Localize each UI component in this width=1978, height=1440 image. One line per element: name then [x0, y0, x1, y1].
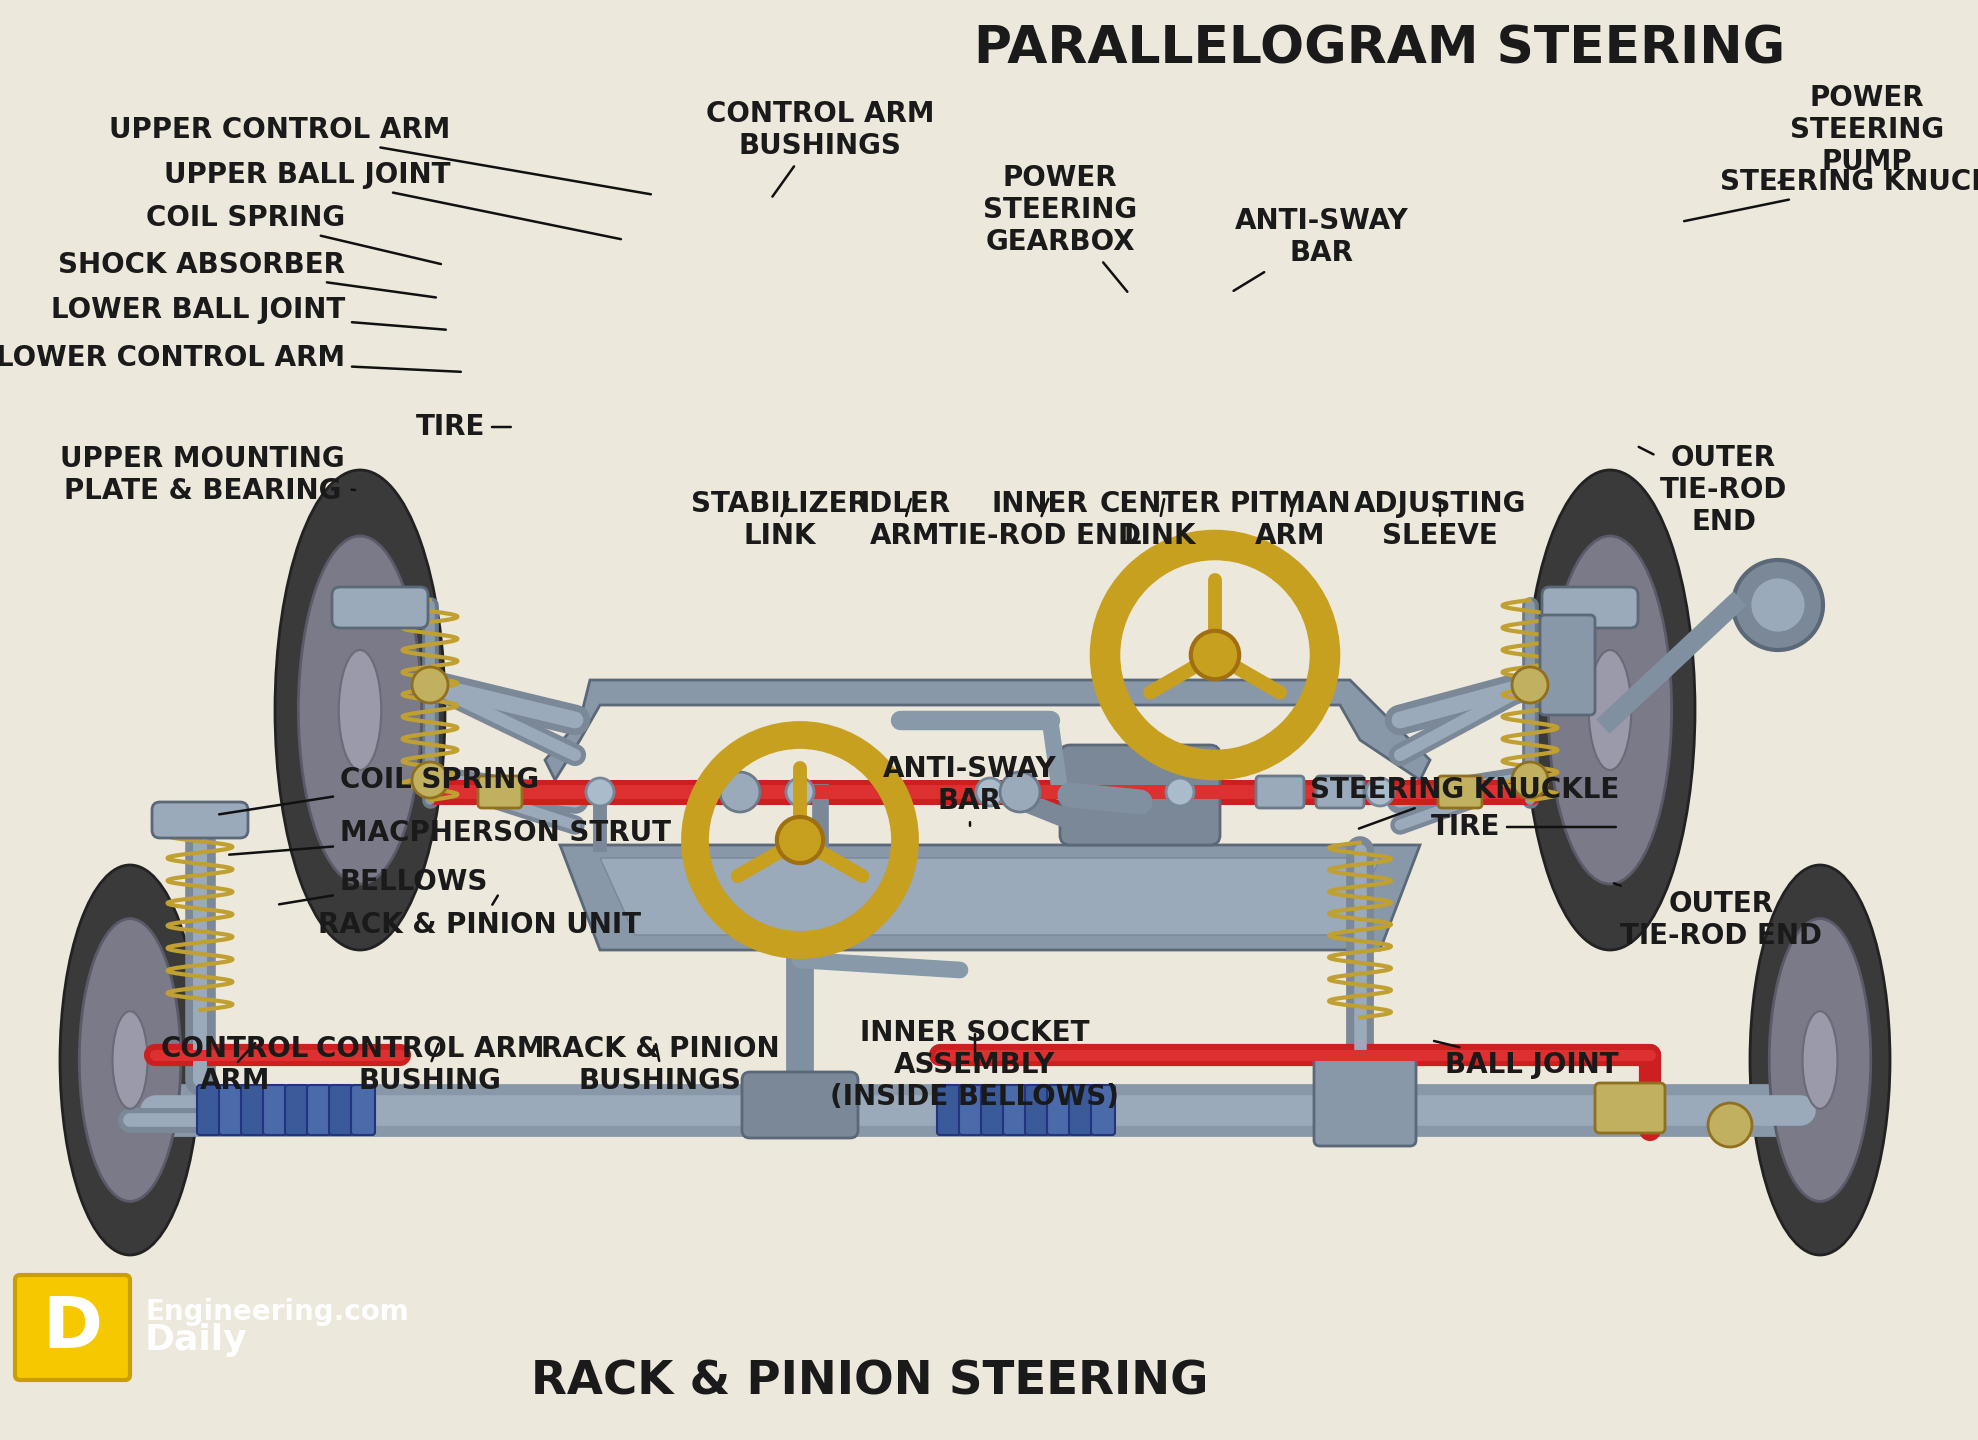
- Text: PITMAN
ARM: PITMAN ARM: [1228, 490, 1351, 550]
- Ellipse shape: [113, 1011, 148, 1109]
- FancyBboxPatch shape: [1315, 776, 1365, 808]
- FancyBboxPatch shape: [1092, 1084, 1116, 1135]
- Text: LOWER BALL JOINT: LOWER BALL JOINT: [51, 297, 445, 330]
- Circle shape: [1511, 762, 1549, 798]
- Text: COIL SPRING: COIL SPRING: [146, 204, 441, 264]
- Text: ADJUSTING
SLEEVE: ADJUSTING SLEEVE: [1353, 490, 1527, 550]
- Text: Engineering.com: Engineering.com: [144, 1297, 409, 1326]
- Circle shape: [1367, 778, 1394, 806]
- Text: CONTROL ARM
BUSHINGS: CONTROL ARM BUSHINGS: [706, 99, 934, 197]
- FancyBboxPatch shape: [1025, 1084, 1048, 1135]
- Circle shape: [1165, 778, 1195, 806]
- Text: CENTER
LINK: CENTER LINK: [1100, 490, 1220, 550]
- Text: CONTROL
ARM: CONTROL ARM: [160, 1035, 309, 1096]
- FancyBboxPatch shape: [1313, 1054, 1416, 1146]
- Text: POWER
STEERING
GEARBOX: POWER STEERING GEARBOX: [983, 164, 1137, 292]
- FancyBboxPatch shape: [1046, 1084, 1070, 1135]
- Text: Daily: Daily: [144, 1323, 247, 1356]
- Ellipse shape: [1549, 536, 1671, 884]
- Text: LOWER CONTROL ARM: LOWER CONTROL ARM: [0, 344, 461, 372]
- FancyBboxPatch shape: [220, 1084, 243, 1135]
- Text: D: D: [42, 1293, 103, 1362]
- Circle shape: [1001, 772, 1040, 812]
- Ellipse shape: [1768, 919, 1871, 1201]
- FancyBboxPatch shape: [241, 1084, 265, 1135]
- Text: ANTI-SWAY
BAR: ANTI-SWAY BAR: [1234, 207, 1408, 291]
- Circle shape: [975, 778, 1005, 806]
- Text: STEERING KNUCKLE: STEERING KNUCKLE: [1683, 168, 1978, 222]
- Ellipse shape: [299, 536, 421, 884]
- Ellipse shape: [79, 919, 180, 1201]
- FancyBboxPatch shape: [981, 1084, 1005, 1135]
- Polygon shape: [599, 858, 1381, 935]
- Circle shape: [1511, 667, 1549, 703]
- Circle shape: [585, 778, 613, 806]
- Text: STABILIZER
LINK: STABILIZER LINK: [690, 490, 868, 550]
- Text: IDLER
ARM: IDLER ARM: [858, 490, 951, 550]
- FancyBboxPatch shape: [198, 1084, 222, 1135]
- Ellipse shape: [338, 649, 382, 770]
- Text: ANTI-SWAY
BAR: ANTI-SWAY BAR: [882, 755, 1056, 825]
- Text: COIL SPRING: COIL SPRING: [220, 766, 540, 815]
- Circle shape: [1191, 631, 1238, 680]
- Text: INNER
TIE-ROD END: INNER TIE-ROD END: [940, 490, 1141, 550]
- Text: CONTROL ARM
BUSHING: CONTROL ARM BUSHING: [316, 1035, 544, 1096]
- FancyBboxPatch shape: [1543, 588, 1638, 628]
- Ellipse shape: [275, 469, 445, 950]
- Circle shape: [1707, 1103, 1753, 1148]
- Text: RACK & PINION
BUSHINGS: RACK & PINION BUSHINGS: [540, 1035, 779, 1096]
- Polygon shape: [546, 680, 1430, 780]
- FancyBboxPatch shape: [16, 1274, 131, 1380]
- Text: RACK & PINION UNIT: RACK & PINION UNIT: [318, 896, 641, 939]
- FancyBboxPatch shape: [285, 1084, 309, 1135]
- FancyBboxPatch shape: [152, 802, 247, 838]
- Text: UPPER CONTROL ARM: UPPER CONTROL ARM: [109, 117, 651, 194]
- Text: STEERING KNUCKLE: STEERING KNUCKLE: [1309, 776, 1620, 828]
- Text: PARALLELOGRAM STEERING: PARALLELOGRAM STEERING: [975, 24, 1786, 75]
- Text: UPPER MOUNTING
PLATE & BEARING: UPPER MOUNTING PLATE & BEARING: [59, 445, 354, 505]
- Text: BELLOWS: BELLOWS: [279, 868, 489, 904]
- Text: SHOCK ABSORBER: SHOCK ABSORBER: [57, 251, 435, 298]
- Text: INNER SOCKET
ASSEMBLY
(INSIDE BELLOWS): INNER SOCKET ASSEMBLY (INSIDE BELLOWS): [831, 1018, 1120, 1112]
- Ellipse shape: [1802, 1011, 1838, 1109]
- Circle shape: [1733, 560, 1824, 649]
- FancyBboxPatch shape: [1256, 776, 1304, 808]
- Circle shape: [411, 762, 447, 798]
- FancyBboxPatch shape: [263, 1084, 287, 1135]
- Text: OUTER
TIE-ROD END: OUTER TIE-ROD END: [1614, 883, 1822, 950]
- FancyBboxPatch shape: [938, 1084, 961, 1135]
- Text: TIRE: TIRE: [1430, 814, 1616, 841]
- Ellipse shape: [1751, 865, 1891, 1256]
- Circle shape: [777, 816, 823, 863]
- Ellipse shape: [1588, 649, 1632, 770]
- FancyBboxPatch shape: [332, 588, 427, 628]
- Polygon shape: [560, 845, 1420, 950]
- FancyBboxPatch shape: [1068, 1084, 1094, 1135]
- Circle shape: [1751, 577, 1806, 634]
- FancyBboxPatch shape: [350, 1084, 376, 1135]
- Circle shape: [720, 772, 760, 812]
- FancyBboxPatch shape: [328, 1084, 352, 1135]
- Ellipse shape: [1525, 469, 1695, 950]
- Text: RACK & PINION STEERING: RACK & PINION STEERING: [532, 1359, 1209, 1404]
- Ellipse shape: [59, 865, 200, 1256]
- Text: BALL JOINT: BALL JOINT: [1434, 1041, 1618, 1079]
- Circle shape: [411, 667, 447, 703]
- Text: MACPHERSON STRUT: MACPHERSON STRUT: [229, 819, 671, 855]
- FancyBboxPatch shape: [1594, 1083, 1665, 1133]
- Text: UPPER BALL JOINT: UPPER BALL JOINT: [164, 161, 621, 239]
- FancyBboxPatch shape: [1541, 615, 1594, 716]
- FancyBboxPatch shape: [959, 1084, 983, 1135]
- FancyBboxPatch shape: [479, 776, 522, 808]
- Circle shape: [785, 778, 815, 806]
- Text: TIRE: TIRE: [415, 413, 510, 441]
- FancyBboxPatch shape: [307, 1084, 330, 1135]
- FancyBboxPatch shape: [742, 1071, 858, 1138]
- Text: OUTER
TIE-ROD
END: OUTER TIE-ROD END: [1638, 444, 1788, 536]
- FancyBboxPatch shape: [1003, 1084, 1027, 1135]
- Text: POWER
STEERING
PUMP: POWER STEERING PUMP: [1778, 84, 1944, 183]
- FancyBboxPatch shape: [1060, 744, 1220, 845]
- FancyBboxPatch shape: [1438, 776, 1482, 808]
